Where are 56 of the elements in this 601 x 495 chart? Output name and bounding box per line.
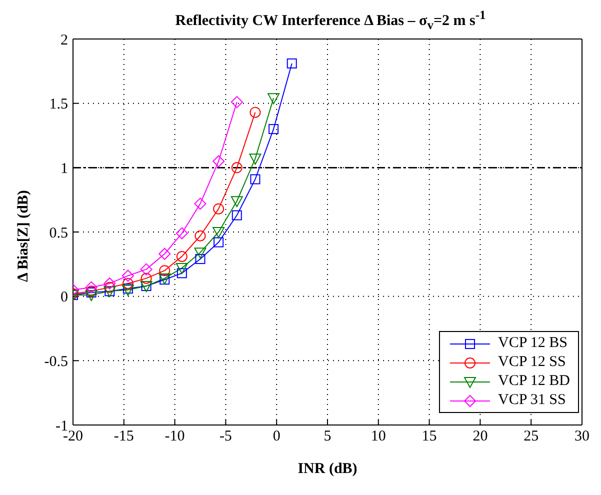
- x-tick-label: 15: [422, 428, 437, 445]
- x-tick-label: -10: [164, 428, 185, 445]
- x-tick-label: -15: [114, 428, 134, 445]
- x-tick-label: 0: [272, 428, 280, 445]
- point: [176, 263, 188, 274]
- point: [140, 263, 152, 276]
- point: [213, 203, 224, 214]
- y-tick-label: -0.5: [44, 354, 68, 370]
- point: [231, 162, 242, 174]
- legend-label: VCP 12 SS: [498, 354, 566, 371]
- point: [230, 196, 243, 208]
- x-tick-label: 25: [524, 428, 539, 445]
- point: [104, 282, 116, 293]
- x-tick-label: 10: [370, 428, 386, 445]
- point: [176, 250, 188, 262]
- y-axis-title: Δ Bias[Z] (dB): [15, 190, 32, 282]
- point: [249, 154, 262, 165]
- legend-label: VCP 12 BD: [498, 373, 570, 390]
- point: [194, 198, 206, 210]
- point: [194, 230, 206, 242]
- point: [85, 281, 98, 294]
- point: [250, 174, 260, 184]
- point: [176, 227, 188, 240]
- point: [214, 237, 224, 248]
- point: [85, 290, 98, 302]
- point: [212, 227, 225, 238]
- point: [140, 272, 152, 284]
- point: [195, 254, 206, 264]
- point: [212, 155, 225, 168]
- x-tick-label: -5: [219, 428, 232, 445]
- y-tick-label: 2: [60, 32, 68, 48]
- point: [250, 106, 261, 118]
- point: [232, 210, 242, 220]
- y-tick-label: 0: [60, 290, 68, 306]
- point: [176, 268, 187, 278]
- point: [286, 58, 297, 68]
- point: [268, 124, 279, 134]
- point: [122, 278, 134, 289]
- x-axis-title: INR (dB): [298, 461, 358, 477]
- y-tick-label: 0.5: [49, 225, 68, 242]
- legend-label: VCP 31 SS: [498, 392, 566, 409]
- y-tick-label: 1.5: [49, 96, 68, 113]
- point: [104, 277, 116, 290]
- point: [268, 93, 280, 104]
- point: [122, 270, 134, 282]
- point: [230, 96, 243, 108]
- chart-title: Reflectivity CW Interference Δ Bias – σ$_{v}$=2 m s$^{-1}$: [174, 8, 487, 32]
- x-tick-label: 20: [472, 428, 488, 445]
- point: [158, 248, 171, 260]
- y-tick-label: -1: [56, 418, 68, 434]
- y-tick-label: 1: [60, 160, 68, 177]
- legend-label: VCP 12 BS: [498, 335, 568, 352]
- point: [194, 248, 206, 259]
- x-tick-label: 30: [574, 428, 590, 445]
- point: [159, 265, 170, 276]
- x-tick-label: 5: [324, 428, 332, 445]
